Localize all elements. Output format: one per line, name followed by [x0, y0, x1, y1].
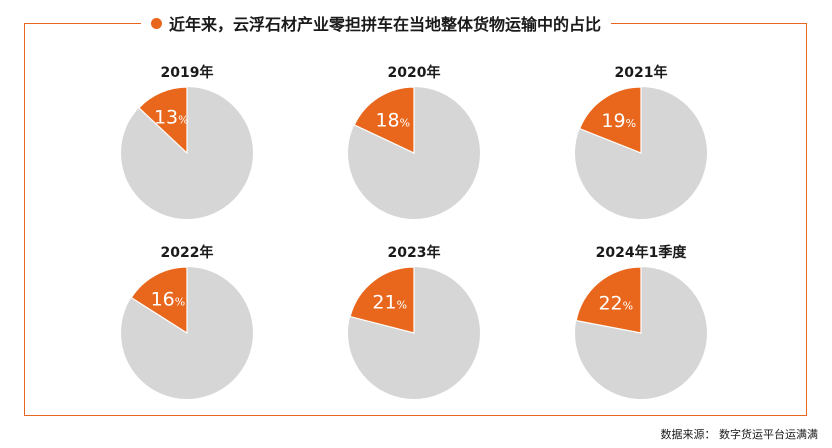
pie-value-label: 16% [151, 288, 186, 310]
pie-value-label: 13% [154, 107, 189, 129]
pie-2: 2020年 18% [348, 64, 480, 219]
pie-category-label: 2022年 [161, 244, 214, 261]
pie-share-slice [353, 86, 415, 154]
pie-category-label: 2023年 [388, 244, 441, 261]
pie-share-slice [130, 266, 188, 335]
pie-share-slice [349, 266, 415, 334]
pie-value-label: 22% [598, 293, 633, 315]
bullet-dot-icon [151, 17, 162, 29]
pie-value-label: 19% [601, 110, 636, 132]
pie-category-label: 2020年 [388, 64, 441, 81]
pie-5: 2023年 21% [348, 244, 480, 399]
pie-6: 2024年1季度 22% [575, 244, 707, 399]
pie-value-label: 18% [375, 110, 410, 132]
chart-header: 近年来，云浮石材产业零担拼车在当地整体货物运输中的占比 [141, 10, 612, 36]
pie-category-label: 2019年 [161, 64, 214, 81]
pie-4: 2022年 16% [121, 244, 253, 399]
pie-share-slice [578, 86, 642, 154]
pie-share-slice [138, 86, 188, 155]
chart-title: 近年来，云浮石材产业零担拼车在当地整体货物运输中的占比 [169, 15, 602, 34]
pie-category-label: 2024年1季度 [596, 244, 688, 261]
data-source-note: 数据来源： 数字货运平台运满满 [660, 428, 819, 441]
pie-value-label: 21% [372, 292, 407, 314]
pie-category-label: 2021年 [615, 64, 668, 81]
pie-3: 2021年 19% [575, 64, 707, 219]
pie-1: 2019年 13% [121, 64, 253, 219]
pie-share-slice [575, 266, 642, 334]
